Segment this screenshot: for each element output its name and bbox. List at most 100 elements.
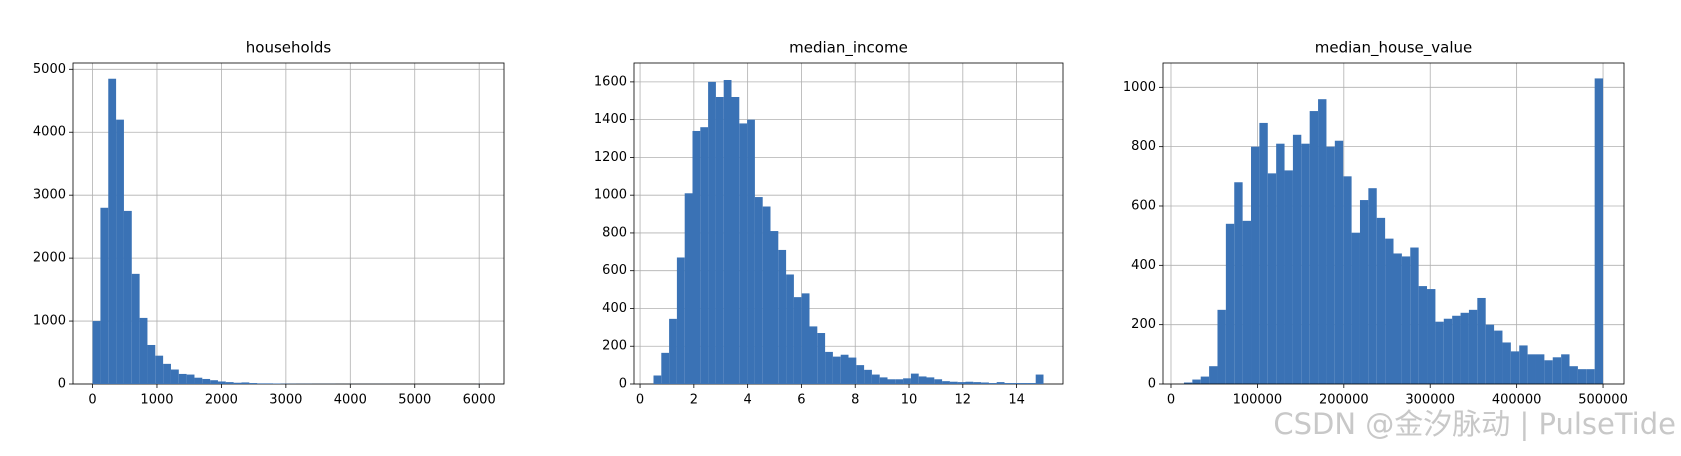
bar — [708, 81, 716, 384]
bar — [1510, 351, 1520, 384]
bar — [903, 378, 911, 384]
bar — [731, 96, 740, 385]
bar — [170, 369, 179, 384]
y-tick-label: 800 — [602, 225, 627, 240]
bar — [1259, 122, 1268, 384]
bar — [793, 297, 802, 384]
bar — [123, 210, 132, 384]
bar — [910, 373, 919, 384]
bar — [739, 123, 748, 385]
bar — [1192, 379, 1201, 384]
x-tick-label: 4000 — [334, 393, 367, 408]
bar — [1267, 173, 1277, 384]
bar — [1401, 256, 1411, 384]
bar — [1217, 309, 1226, 384]
bar — [653, 375, 662, 384]
bar — [272, 383, 281, 384]
bar — [92, 321, 101, 384]
bar — [1502, 342, 1511, 384]
bar — [1359, 200, 1369, 384]
bar — [1368, 188, 1377, 384]
bar — [856, 365, 865, 384]
bar — [1477, 297, 1486, 384]
y-tick-label: 400 — [1131, 258, 1156, 273]
bar — [1326, 146, 1335, 384]
bar — [186, 374, 195, 384]
x-tick-label: 5000 — [398, 393, 431, 408]
bar — [942, 381, 950, 384]
y-tick-label: 600 — [1131, 198, 1156, 213]
bar — [1519, 345, 1528, 384]
y-tick-label: 0 — [1148, 377, 1156, 392]
bar — [700, 127, 709, 384]
bar — [147, 344, 156, 384]
bar — [1427, 289, 1436, 384]
bar — [1183, 382, 1193, 384]
bar — [116, 119, 124, 384]
x-tick-label: 0 — [88, 393, 96, 408]
chart-title: households — [246, 39, 332, 57]
bar — [217, 381, 226, 384]
bar — [1035, 374, 1044, 384]
y-tick-label: 4000 — [33, 125, 66, 140]
y-tick-label: 1000 — [33, 314, 66, 329]
bar — [1292, 134, 1302, 384]
bar — [801, 293, 810, 384]
bar — [786, 274, 794, 384]
x-tick-label: 4 — [743, 393, 751, 408]
bar — [988, 383, 997, 384]
bar — [825, 351, 833, 384]
bar — [957, 382, 966, 384]
bar — [949, 381, 958, 384]
bar — [233, 382, 242, 384]
bar — [973, 382, 982, 384]
bar — [1301, 143, 1310, 384]
bar — [676, 257, 685, 384]
bar — [1012, 383, 1021, 384]
bar — [131, 273, 140, 384]
chart-title: median_income — [789, 39, 908, 58]
bar — [1276, 143, 1285, 384]
bar — [1343, 176, 1352, 384]
bar — [1242, 220, 1252, 384]
bar — [864, 369, 872, 384]
bar — [1552, 357, 1562, 384]
x-tick-label: 100000 — [1233, 393, 1283, 408]
y-tick-label: 200 — [602, 339, 627, 354]
bar — [1435, 321, 1444, 384]
bar — [996, 382, 1005, 384]
bar — [1418, 286, 1428, 384]
bar — [1460, 312, 1469, 384]
bar — [264, 383, 273, 384]
bar — [754, 197, 763, 384]
bar — [1561, 354, 1570, 384]
bar — [1527, 354, 1536, 384]
y-tick-label: 800 — [1131, 139, 1156, 154]
bar — [1577, 369, 1587, 384]
y-tick-label: 400 — [602, 301, 627, 316]
bar — [661, 352, 670, 384]
bar — [669, 318, 677, 384]
bar — [1535, 354, 1545, 384]
bar — [1284, 170, 1293, 384]
bar — [194, 377, 203, 384]
bar — [1351, 232, 1360, 384]
x-tick-label: 6 — [797, 393, 805, 408]
watermark: CSDN @金汐脉动 | PulseTide — [1273, 407, 1676, 441]
bar — [1468, 309, 1478, 384]
x-tick-label: 0 — [1167, 393, 1175, 408]
bar — [832, 356, 841, 384]
x-tick-label: 2000 — [205, 393, 238, 408]
bar — [178, 373, 187, 384]
bar — [778, 249, 787, 384]
bar — [108, 78, 117, 384]
x-tick-label: 6000 — [463, 393, 496, 408]
bar — [1225, 223, 1235, 384]
bar — [1544, 360, 1553, 384]
bar — [770, 231, 779, 384]
bar — [1385, 238, 1394, 384]
bar — [1209, 366, 1218, 384]
bar — [926, 377, 935, 384]
bar — [965, 381, 974, 384]
